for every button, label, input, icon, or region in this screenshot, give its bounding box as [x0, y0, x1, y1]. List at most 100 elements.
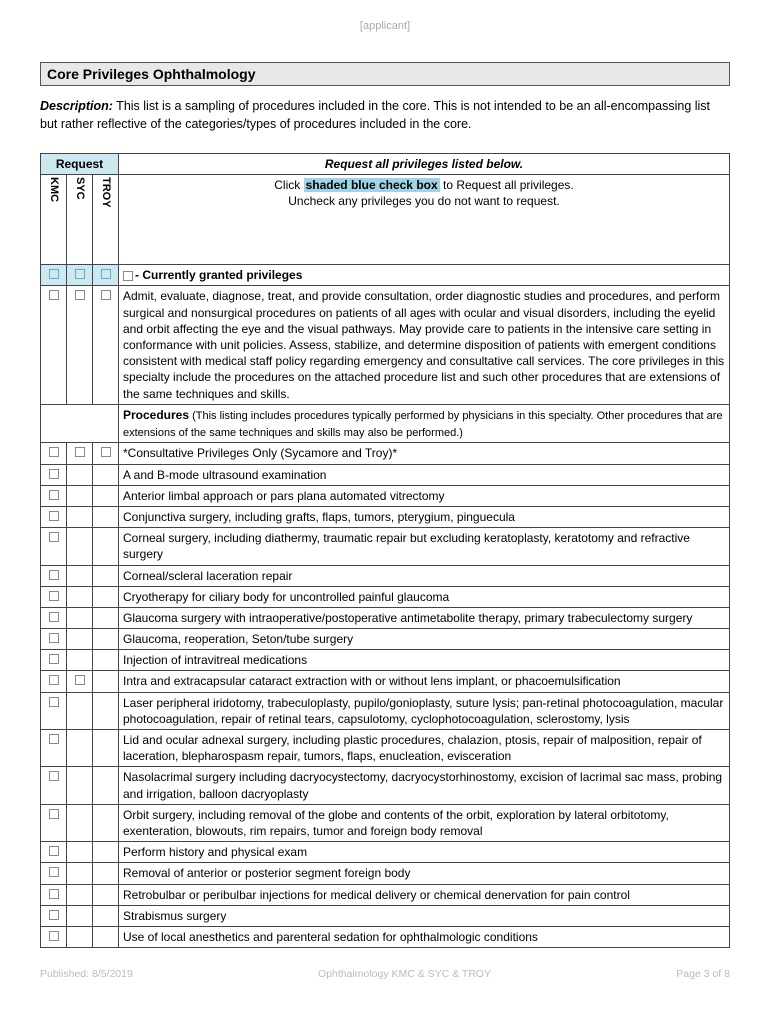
checkbox-row15-col0[interactable] — [41, 842, 67, 863]
procedure-text-15: Perform history and physical exam — [119, 842, 730, 863]
checkbox-row12-col1 — [67, 730, 93, 767]
checkbox-row3-col2 — [93, 506, 119, 527]
footer-center: Ophthalmology KMC & SYC & TROY — [318, 968, 491, 980]
procedure-text-16: Removal of anterior or posterior segment… — [119, 863, 730, 884]
checkbox-row8-col2 — [93, 629, 119, 650]
checkbox-row17-col2 — [93, 884, 119, 905]
checkbox-row6-col1 — [67, 586, 93, 607]
checkbox-row14-col0[interactable] — [41, 804, 67, 841]
checkbox-row16-col2 — [93, 863, 119, 884]
checkbox-row19-col2 — [93, 926, 119, 947]
checkbox-row4-col2 — [93, 528, 119, 565]
checkbox-row11-col2 — [93, 692, 119, 729]
checkbox-row9-col2 — [93, 650, 119, 671]
checkbox-row8-col1 — [67, 629, 93, 650]
checkbox-row19-col0[interactable] — [41, 926, 67, 947]
checkbox-row15-col1 — [67, 842, 93, 863]
procedure-text-6: Cryotherapy for ciliary body for uncontr… — [119, 586, 730, 607]
checkbox-row11-col0[interactable] — [41, 692, 67, 729]
checkbox-row0-col1[interactable] — [67, 443, 93, 464]
checkbox-row9-col0[interactable] — [41, 650, 67, 671]
procedure-text-2: Anterior limbal approach or pars plana a… — [119, 485, 730, 506]
checkbox-row4-col1 — [67, 528, 93, 565]
checkbox-row0-col0[interactable] — [41, 443, 67, 464]
procedure-text-8: Glaucoma, reoperation, Seton/tube surger… — [119, 629, 730, 650]
checkbox-row14-col2 — [93, 804, 119, 841]
checkbox-all-kmc[interactable] — [41, 265, 67, 286]
description-text: This list is a sampling of procedures in… — [40, 99, 710, 131]
checkbox-row6-col0[interactable] — [41, 586, 67, 607]
applicant-header: [applicant] — [40, 20, 730, 32]
checkbox-row5-col0[interactable] — [41, 565, 67, 586]
procedure-text-12: Lid and ocular adnexal surgery, includin… — [119, 730, 730, 767]
procedure-text-11: Laser peripheral iridotomy, trabeculopla… — [119, 692, 730, 729]
checkbox-row12-col0[interactable] — [41, 730, 67, 767]
procedure-text-1: A and B-mode ultrasound examination — [119, 464, 730, 485]
checkbox-row18-col2 — [93, 905, 119, 926]
checkbox-row17-col1 — [67, 884, 93, 905]
procedure-text-13: Nasolacrimal surgery including dacryocys… — [119, 767, 730, 804]
checkbox-row1-col0[interactable] — [41, 464, 67, 485]
checkbox-all-syc[interactable] — [67, 265, 93, 286]
col-kmc: KMC — [41, 175, 67, 265]
checkbox-all-troy[interactable] — [93, 265, 119, 286]
procedure-text-0: *Consultative Privileges Only (Sycamore … — [119, 443, 730, 464]
privileges-table: Request Request all privileges listed be… — [40, 153, 730, 948]
checkbox-row0-col2[interactable] — [93, 443, 119, 464]
procedure-text-17: Retrobulbar or peribulbar injections for… — [119, 884, 730, 905]
checkbox-row18-col0[interactable] — [41, 905, 67, 926]
checkbox-row1-col2 — [93, 464, 119, 485]
checkbox-row7-col0[interactable] — [41, 607, 67, 628]
checkbox-row2-col1 — [67, 485, 93, 506]
checkbox-row7-col2 — [93, 607, 119, 628]
checkbox-row15-col2 — [93, 842, 119, 863]
checkbox-row9-col1 — [67, 650, 93, 671]
checkbox-row6-col2 — [93, 586, 119, 607]
procedure-text-9: Injection of intravitreal medications — [119, 650, 730, 671]
procedures-header: Procedures (This listing includes proced… — [119, 404, 730, 443]
checkbox-core-syc[interactable] — [67, 286, 93, 404]
footer-page: Page 3 of 8 — [676, 968, 730, 980]
core-privilege-text: Admit, evaluate, diagnose, treat, and pr… — [119, 286, 730, 404]
procedure-text-5: Corneal/scleral laceration repair — [119, 565, 730, 586]
footer: Published: 8/5/2019 Ophthalmology KMC & … — [40, 968, 730, 980]
checkbox-row18-col1 — [67, 905, 93, 926]
procedure-text-10: Intra and extracapsular cataract extract… — [119, 671, 730, 692]
checkbox-row19-col1 — [67, 926, 93, 947]
checkbox-core-troy[interactable] — [93, 286, 119, 404]
checkbox-row10-col2 — [93, 671, 119, 692]
footer-published: Published: 8/5/2019 — [40, 968, 133, 980]
checkbox-row13-col2 — [93, 767, 119, 804]
instruction-cell: Click shaded blue check box to Request a… — [119, 175, 730, 265]
procedure-text-19: Use of local anesthetics and parenteral … — [119, 926, 730, 947]
checkbox-row16-col1 — [67, 863, 93, 884]
col-troy: TROY — [93, 175, 119, 265]
procedure-text-18: Strabismus surgery — [119, 905, 730, 926]
page-title: Core Privileges Ophthalmology — [40, 62, 730, 86]
checkbox-row7-col1 — [67, 607, 93, 628]
procedure-text-3: Conjunctiva surgery, including grafts, f… — [119, 506, 730, 527]
checkbox-row1-col1 — [67, 464, 93, 485]
granted-label-cell: - Currently granted privileges — [119, 265, 730, 286]
checkbox-row10-col1[interactable] — [67, 671, 93, 692]
checkbox-row14-col1 — [67, 804, 93, 841]
checkbox-row2-col2 — [93, 485, 119, 506]
col-syc: SYC — [67, 175, 93, 265]
checkbox-row2-col0[interactable] — [41, 485, 67, 506]
checkbox-row16-col0[interactable] — [41, 863, 67, 884]
checkbox-row13-col1 — [67, 767, 93, 804]
checkbox-row17-col0[interactable] — [41, 884, 67, 905]
checkbox-row3-col0[interactable] — [41, 506, 67, 527]
checkbox-row3-col1 — [67, 506, 93, 527]
shaded-box-label: shaded blue check box — [304, 178, 440, 192]
request-header: Request — [41, 154, 119, 175]
description: Description: This list is a sampling of … — [40, 98, 730, 133]
checkbox-row13-col0[interactable] — [41, 767, 67, 804]
checkbox-row10-col0[interactable] — [41, 671, 67, 692]
checkbox-row8-col0[interactable] — [41, 629, 67, 650]
procedure-text-4: Corneal surgery, including diathermy, tr… — [119, 528, 730, 565]
checkbox-core-kmc[interactable] — [41, 286, 67, 404]
checkbox-row4-col0[interactable] — [41, 528, 67, 565]
checkbox-row12-col2 — [93, 730, 119, 767]
description-label: Description: — [40, 99, 113, 113]
